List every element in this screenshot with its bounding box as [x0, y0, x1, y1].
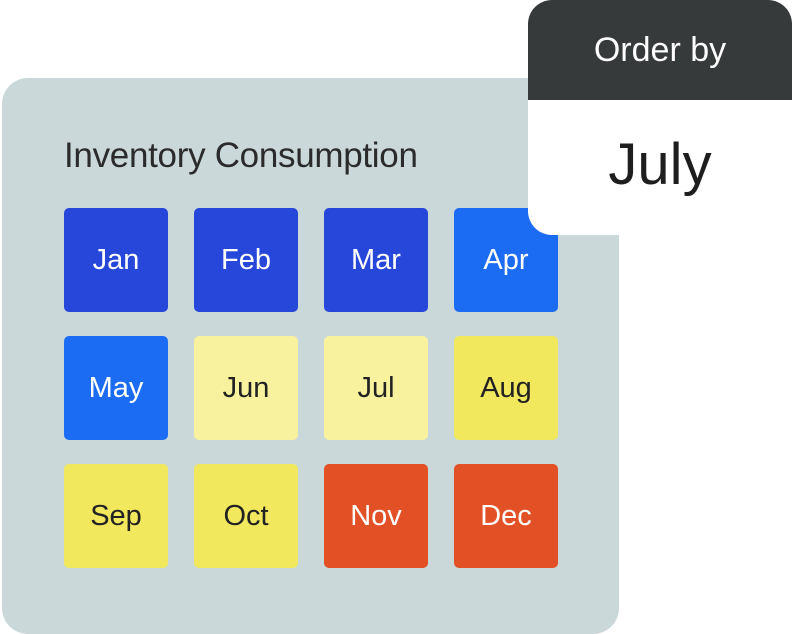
order-by-header: Order by	[528, 0, 792, 100]
month-tile-sep[interactable]: Sep	[64, 464, 168, 568]
month-tile-dec[interactable]: Dec	[454, 464, 558, 568]
month-tile-jul[interactable]: Jul	[324, 336, 428, 440]
month-tile-mar[interactable]: Mar	[324, 208, 428, 312]
month-grid: Jan Feb Mar Apr May Jun Jul Aug Sep Oct …	[64, 208, 558, 568]
month-tile-feb[interactable]: Feb	[194, 208, 298, 312]
month-tile-aug[interactable]: Aug	[454, 336, 558, 440]
order-by-card: Order by July	[528, 0, 792, 235]
month-tile-jan[interactable]: Jan	[64, 208, 168, 312]
month-tile-nov[interactable]: Nov	[324, 464, 428, 568]
panel-title: Inventory Consumption	[64, 136, 418, 175]
month-tile-oct[interactable]: Oct	[194, 464, 298, 568]
month-tile-jun[interactable]: Jun	[194, 336, 298, 440]
order-by-value: July	[608, 132, 712, 197]
month-tile-may[interactable]: May	[64, 336, 168, 440]
